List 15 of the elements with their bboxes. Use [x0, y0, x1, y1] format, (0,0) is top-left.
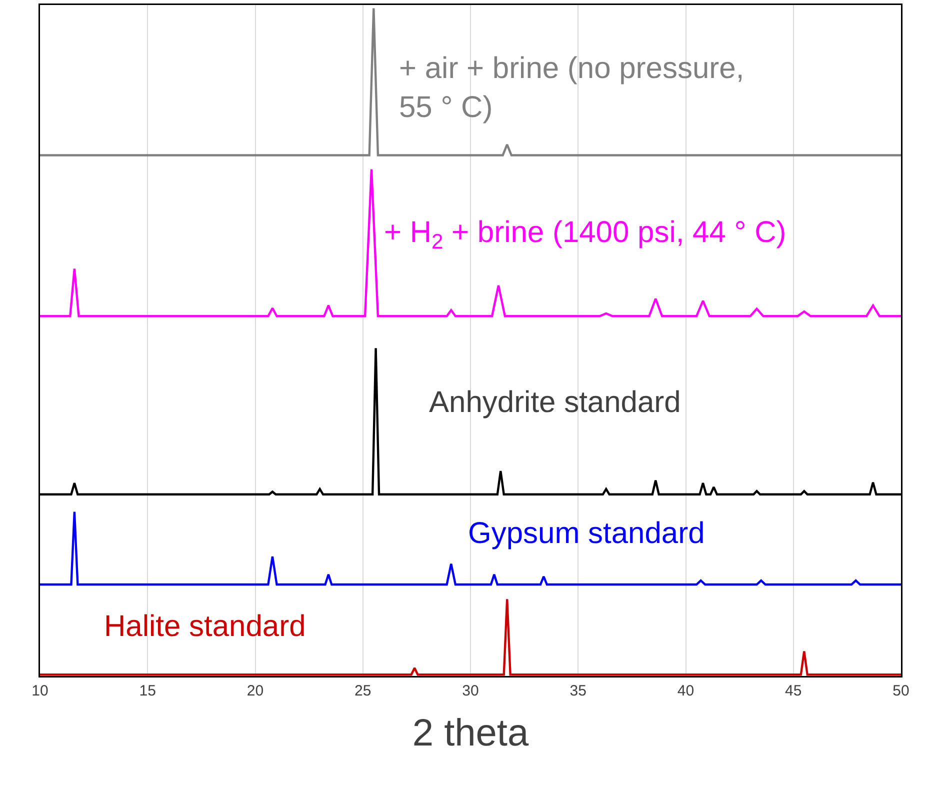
series-label: Halite standard — [104, 610, 306, 643]
x-tick-label: 40 — [677, 682, 694, 700]
series-label: Anhydrite standard — [429, 386, 681, 419]
x-tick-label: 25 — [354, 682, 372, 700]
x-tick-label: 35 — [570, 682, 586, 700]
series-label: Gypsum standard — [468, 517, 705, 550]
x-tick-label: 50 — [892, 682, 910, 700]
x-axis-title: 2 theta — [412, 712, 530, 754]
x-tick-label: 15 — [139, 682, 156, 700]
x-tick-label: 30 — [462, 682, 479, 700]
x-tick-label: 20 — [246, 682, 264, 700]
series-label: + air + brine (no pressure, 55 ° C) — [399, 52, 744, 124]
x-tick-label: 10 — [32, 682, 48, 700]
x-tick-label: 45 — [785, 682, 802, 700]
series-label: + H$_{2}$ + brine (1400 psi, 44 ° C) — [384, 216, 786, 254]
